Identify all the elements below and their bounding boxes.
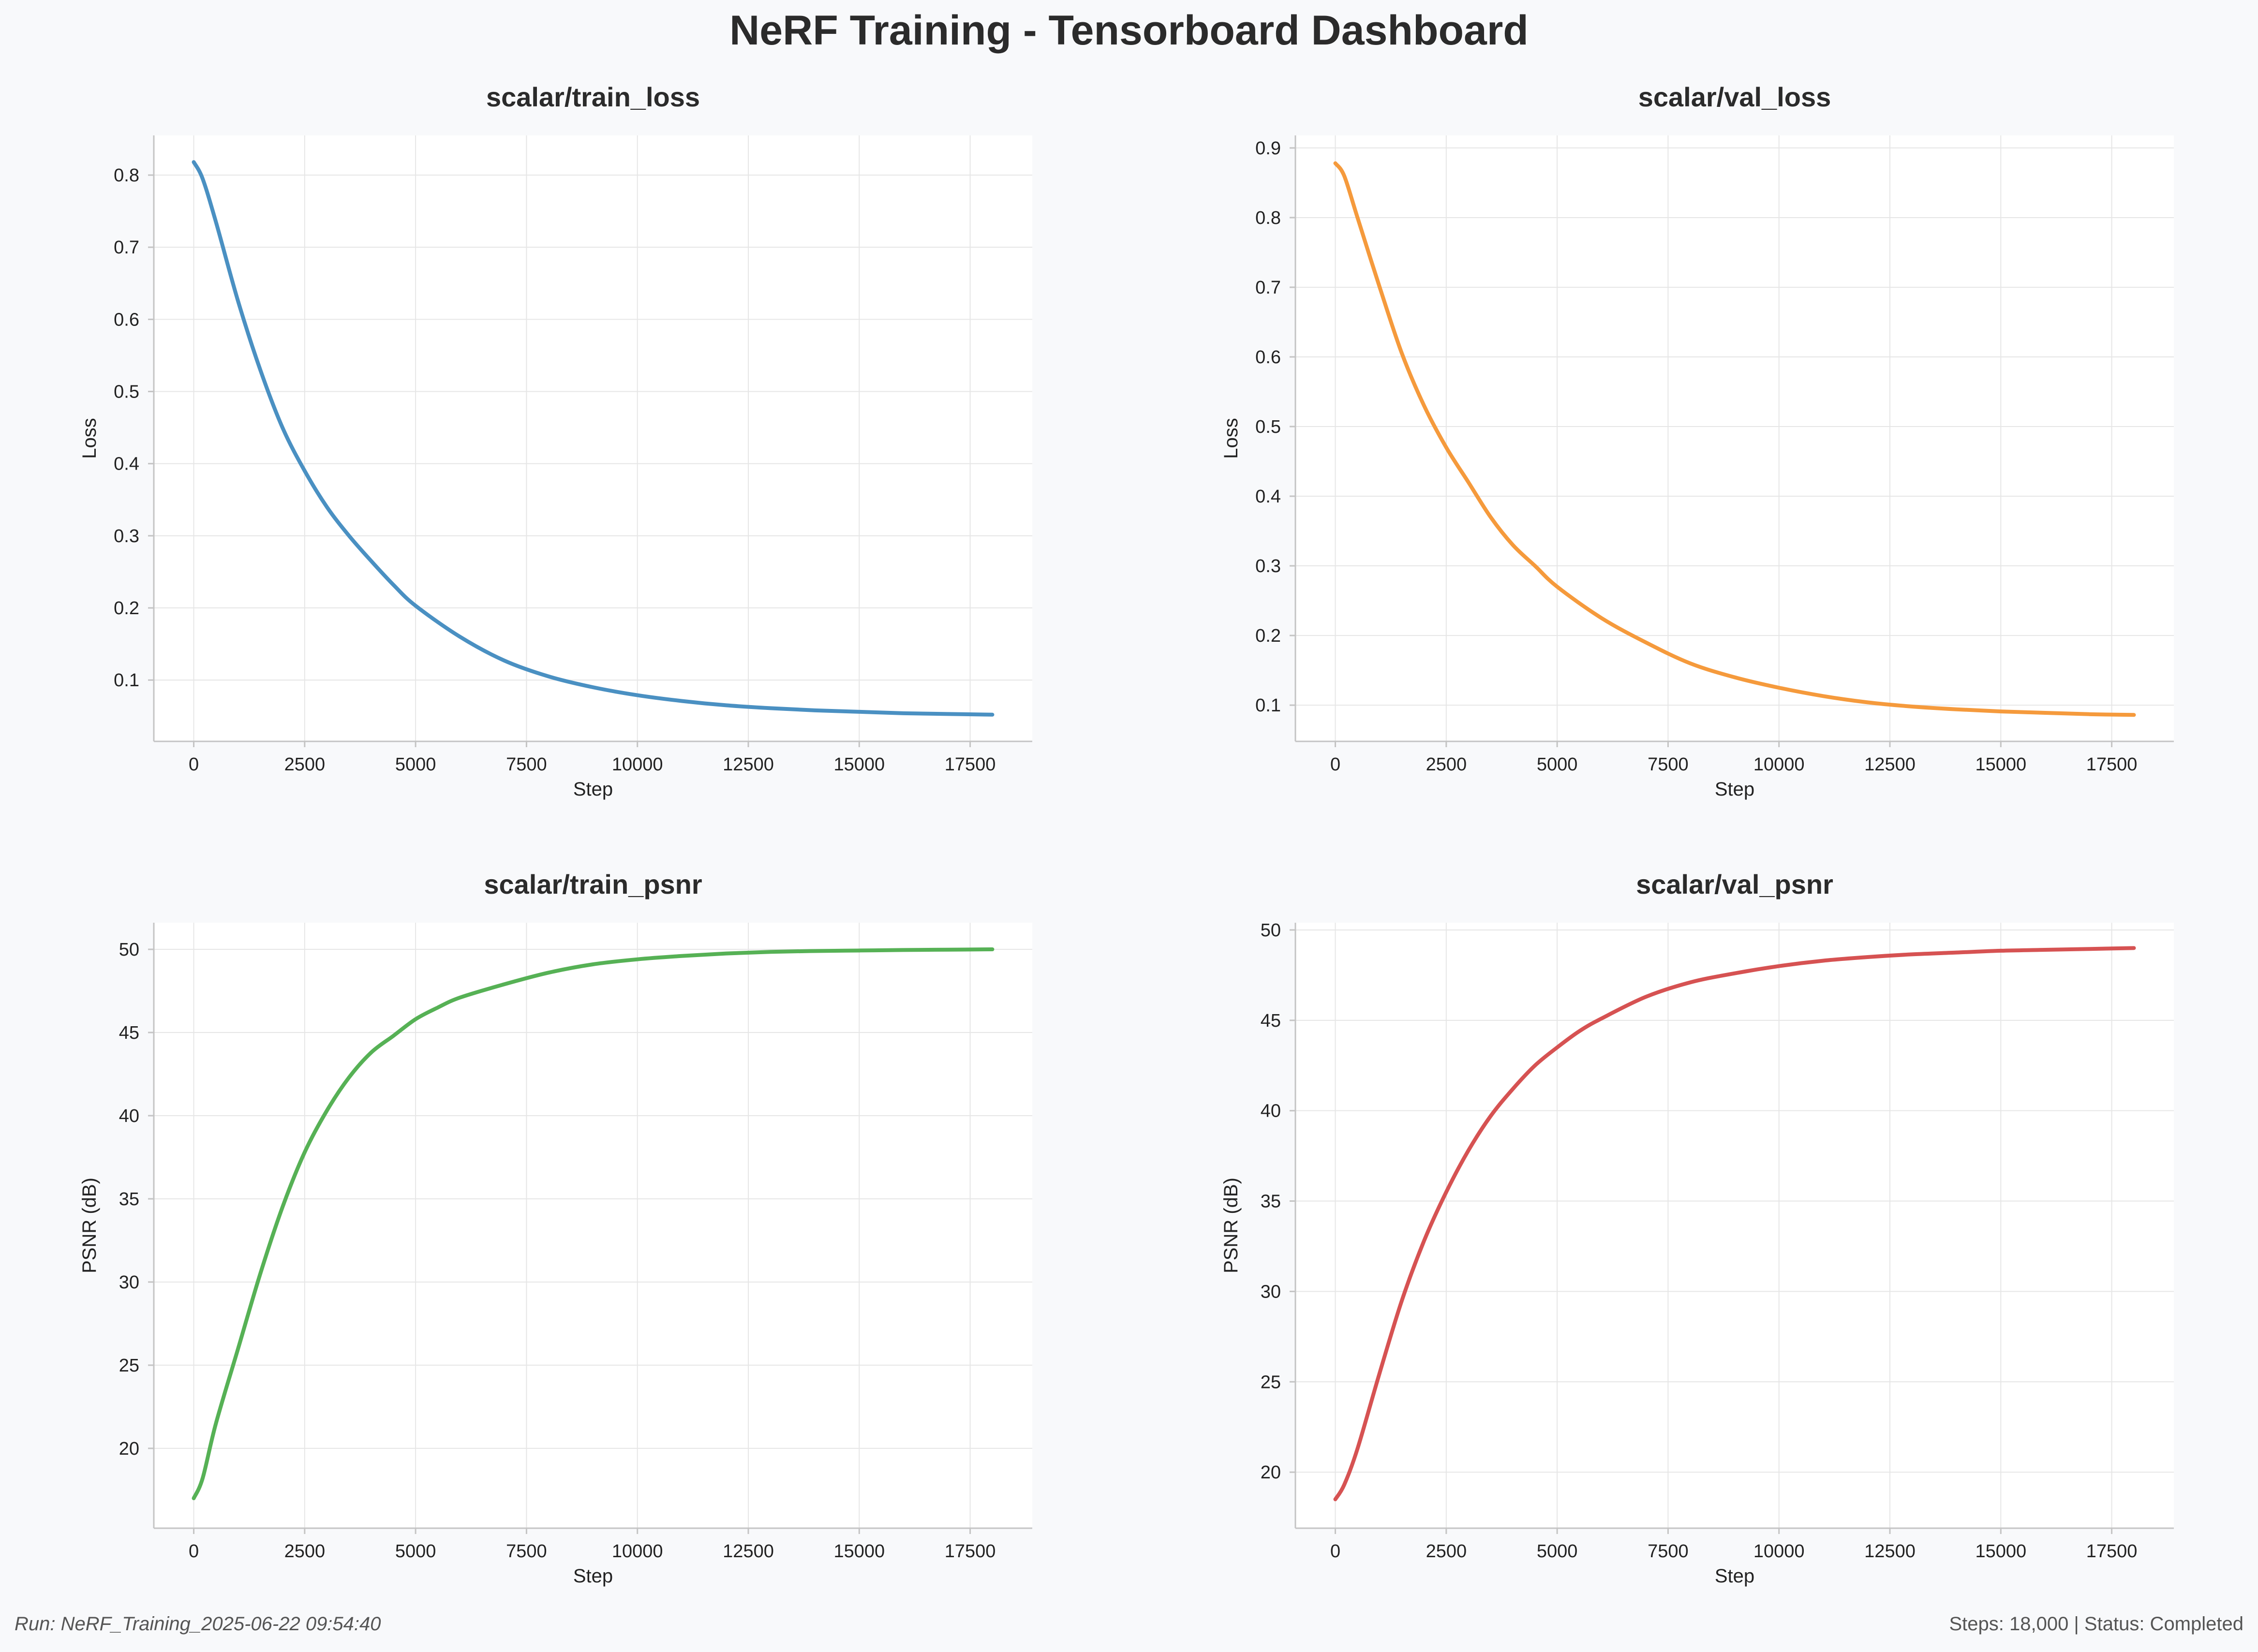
y-axis-label: Loss: [1220, 418, 1242, 459]
x-tick-label: 5000: [1537, 754, 1578, 775]
chart-panel-2: 0 2500 5000 7500 10000 12500 15000 17500 0.1 0.2 0…: [1220, 82, 2174, 800]
y-tick-label: 0.9: [1255, 138, 1281, 159]
y-tick-label: 0.1: [1255, 695, 1281, 716]
x-tick-label: 10000: [612, 754, 663, 775]
y-tick-label: 0.1: [114, 670, 139, 691]
x-tick-label: 17500: [945, 754, 996, 775]
chart-title: scalar/val_loss: [1638, 82, 1831, 112]
x-tick-label: 15000: [833, 754, 885, 775]
chart-panel-4: 0 2500 5000 7500 10000 12500 15000 17500 20 25 30 3…: [1220, 869, 2174, 1587]
x-tick-label: 5000: [395, 754, 436, 775]
y-tick-label: 0.4: [1255, 487, 1281, 507]
x-tick-label: 5000: [1537, 1541, 1578, 1562]
x-tick-label: 2500: [284, 754, 326, 775]
x-tick-label: 17500: [2086, 1541, 2138, 1562]
x-axis-label: Step: [573, 1565, 613, 1587]
x-tick-label: 12500: [1864, 1541, 1916, 1562]
y-axis-label: PSNR (dB): [1220, 1178, 1242, 1273]
chart-panel-1: 0 2500 5000 7500 10000 12500 15000 17500 0.1 0.2 0…: [79, 82, 1032, 800]
series-line: [1333, 946, 2136, 1502]
x-tick-label: 12500: [723, 1541, 774, 1562]
x-tick-label: 0: [1330, 1541, 1340, 1562]
y-tick-label: 45: [119, 1023, 139, 1043]
y-tick-label: 0.2: [1255, 626, 1281, 646]
y-tick-label: 50: [1261, 920, 1281, 941]
y-tick-label: 0.6: [1255, 347, 1281, 368]
x-tick-label: 0: [189, 1541, 199, 1562]
y-tick-label: 0.3: [1255, 556, 1281, 576]
x-tick-label: 7500: [1648, 1541, 1689, 1562]
y-tick-label: 0.8: [1255, 208, 1281, 228]
y-tick-label: 25: [1261, 1372, 1281, 1392]
plot-area: [1295, 135, 2174, 741]
y-tick-label: 25: [119, 1356, 139, 1376]
x-tick-label: 10000: [1753, 1541, 1805, 1562]
x-tick-label: 7500: [1648, 754, 1689, 775]
y-tick-label: 0.2: [114, 598, 139, 619]
plot-area: [154, 135, 1032, 741]
chart-title: scalar/train_loss: [486, 82, 700, 112]
plot-area: [154, 923, 1032, 1528]
dashboard-title: NeRF Training - Tensorboard Dashboard: [729, 7, 1529, 54]
y-tick-label: 20: [1261, 1462, 1281, 1483]
y-tick-label: 0.6: [114, 310, 139, 330]
y-axis-label: Loss: [79, 418, 100, 459]
x-axis-label: Step: [573, 779, 613, 800]
x-tick-label: 0: [1330, 754, 1340, 775]
x-tick-label: 7500: [506, 754, 547, 775]
y-tick-label: 0.5: [1255, 417, 1281, 437]
run-info: Run: NeRF_Training_2025-06-22 09:54:40: [15, 1613, 381, 1635]
series-line: [192, 947, 995, 1501]
x-tick-label: 10000: [1753, 754, 1805, 775]
x-tick-label: 15000: [1975, 1541, 2026, 1562]
chart-title: scalar/train_psnr: [484, 869, 702, 900]
y-tick-label: 35: [119, 1189, 139, 1210]
x-axis-label: Step: [1715, 779, 1754, 800]
x-tick-label: 15000: [1975, 754, 2026, 775]
y-tick-label: 30: [119, 1272, 139, 1293]
x-tick-label: 2500: [1426, 1541, 1467, 1562]
x-tick-label: 17500: [2086, 754, 2138, 775]
run-status: Steps: 18,000 | Status: Completed: [1949, 1613, 2243, 1635]
x-tick-label: 12500: [723, 754, 774, 775]
plot-area: [1295, 923, 2174, 1528]
y-tick-label: 0.7: [1255, 278, 1281, 298]
x-tick-label: 10000: [612, 1541, 663, 1562]
series-line: [192, 160, 995, 717]
y-axis-label: PSNR (dB): [79, 1178, 100, 1273]
y-tick-label: 40: [1261, 1101, 1281, 1121]
x-axis-label: Step: [1715, 1565, 1754, 1587]
y-tick-label: 0.5: [114, 382, 139, 402]
series-line: [1333, 161, 2136, 717]
x-tick-label: 2500: [1426, 754, 1467, 775]
y-tick-label: 40: [119, 1106, 139, 1126]
x-tick-label: 0: [189, 754, 199, 775]
x-tick-label: 5000: [395, 1541, 436, 1562]
x-tick-label: 17500: [945, 1541, 996, 1562]
chart-title: scalar/val_psnr: [1636, 869, 1833, 900]
y-tick-label: 0.3: [114, 526, 139, 546]
y-tick-label: 20: [119, 1439, 139, 1459]
y-tick-label: 45: [1261, 1011, 1281, 1031]
x-tick-label: 12500: [1864, 754, 1916, 775]
x-tick-label: 15000: [833, 1541, 885, 1562]
y-tick-label: 50: [119, 940, 139, 960]
y-tick-label: 0.4: [114, 454, 139, 474]
y-tick-label: 0.7: [114, 237, 139, 258]
y-tick-label: 0.8: [114, 165, 139, 186]
chart-panel-3: 0 2500 5000 7500 10000 12500 15000 17500 20 25 30 3…: [79, 869, 1032, 1587]
y-tick-label: 30: [1261, 1282, 1281, 1302]
x-tick-label: 7500: [506, 1541, 547, 1562]
x-tick-label: 2500: [284, 1541, 326, 1562]
y-tick-label: 35: [1261, 1192, 1281, 1212]
